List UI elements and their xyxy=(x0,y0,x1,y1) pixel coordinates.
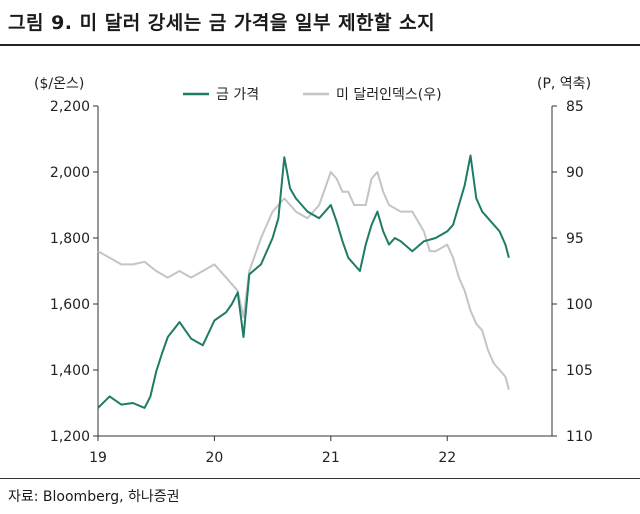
right-axis-tick-label: 110 xyxy=(566,429,593,445)
left-axis-tick-label: 1,200 xyxy=(50,429,90,445)
chart-legend: 금 가격 미 달러인덱스(우) xyxy=(183,87,442,103)
left-axis-tick-label: 1,800 xyxy=(50,231,90,247)
source-divider xyxy=(0,478,640,479)
chart-title: 그림 9. 미 달러 강세는 금 가격을 일부 제한할 소지 xyxy=(8,12,436,34)
x-axis-tick-label: 20 xyxy=(205,450,223,466)
left-axis-tick-label: 2,200 xyxy=(50,99,90,115)
right-axis-tick-label: 85 xyxy=(566,99,584,115)
title-divider xyxy=(0,44,640,46)
source-note: 자료: Bloomberg, 하나증권 xyxy=(8,489,180,505)
right-axis-label: (P, 역축) xyxy=(537,76,591,92)
chart-canvas: 1,200 1,400 1,600 1,800 2,000 2,200 ($/온스) 85 90… xyxy=(34,76,593,466)
x-axis-tick-label: 21 xyxy=(322,450,340,466)
left-axis-tick-label: 1,400 xyxy=(50,363,90,379)
left-axis-label: ($/온스) xyxy=(34,76,84,92)
x-axis-tick-label: 19 xyxy=(89,450,107,466)
right-axis-tick-label: 95 xyxy=(566,231,584,247)
right-axis-tick-label: 100 xyxy=(566,297,593,313)
chart-axes: 1,200 1,400 1,600 1,800 2,000 2,200 ($/온스) 85 90… xyxy=(34,76,593,466)
right-axis-tick-label: 90 xyxy=(566,165,584,181)
gold-price-line xyxy=(97,154,510,409)
left-axis-tick-label: 1,600 xyxy=(50,297,90,313)
legend-label: 금 가격 xyxy=(216,87,259,103)
left-axis-tick-label: 2,000 xyxy=(50,165,90,181)
chart-plot-area xyxy=(97,154,510,409)
right-axis-tick-label: 105 xyxy=(566,363,593,379)
dollar-index-line xyxy=(97,171,510,391)
x-axis-tick-label: 22 xyxy=(438,450,456,466)
legend-label: 미 달러인덱스(우) xyxy=(336,87,442,103)
